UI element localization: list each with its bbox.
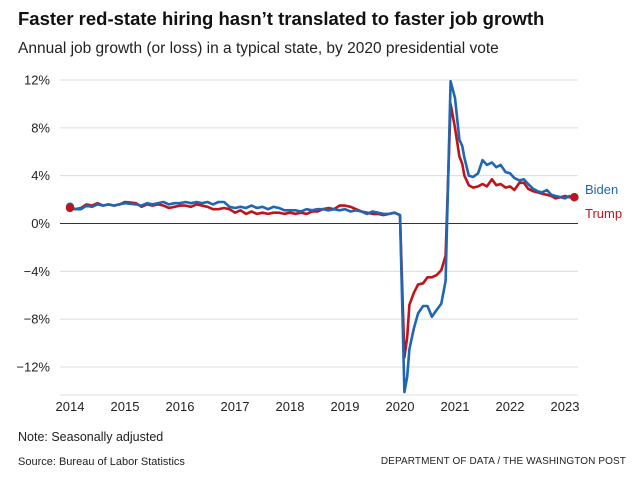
series-line-biden — [68, 79, 576, 394]
x-tick-label: 2023 — [551, 399, 580, 414]
y-tick-label: −4% — [24, 264, 51, 279]
x-axis-ticks: 2014 2015 2016 2017 2018 2019 2020 2021 2022 2023 — [56, 399, 580, 414]
x-tick-label: 2016 — [166, 399, 195, 414]
y-tick-label: 12% — [24, 73, 50, 88]
x-tick-label: 2018 — [276, 399, 305, 414]
y-tick-label: 8% — [31, 120, 50, 135]
y-axis-ticks: 12% 8% 4% 0% −4% −8% −12% — [16, 73, 50, 375]
x-tick-label: 2017 — [221, 399, 250, 414]
x-tick-label: 2021 — [441, 399, 470, 414]
series-label-biden: Biden — [585, 182, 618, 197]
y-tick-label: 0% — [31, 216, 50, 231]
series-line-trump — [68, 102, 576, 359]
credit-line: DEPARTMENT OF DATA / THE WASHINGTON POST — [380, 456, 626, 467]
y-tick-label: −12% — [16, 360, 50, 375]
y-tick-label: 4% — [31, 168, 50, 183]
x-tick-label: 2015 — [111, 399, 140, 414]
x-tick-label: 2014 — [56, 399, 85, 414]
x-tick-label: 2022 — [496, 399, 525, 414]
gridlines — [60, 79, 578, 396]
source-note: Source: Bureau of Labor Statistics — [18, 456, 185, 468]
y-tick-label: −8% — [24, 312, 51, 327]
footnote: Note: Seasonally adjusted — [18, 430, 164, 444]
chart-title: Faster red-state hiring hasn’t translate… — [18, 8, 545, 29]
end-point-trump — [570, 192, 579, 202]
series-label-trump: Trump — [585, 206, 622, 221]
series-lines — [65, 79, 579, 394]
chart-subtitle: Annual job growth (or loss) in a typical… — [18, 40, 499, 57]
x-tick-label: 2019 — [331, 399, 360, 414]
start-point-trump — [65, 203, 75, 213]
x-tick-label: 2020 — [386, 399, 415, 414]
series-end-labels: Biden Trump — [585, 182, 622, 221]
